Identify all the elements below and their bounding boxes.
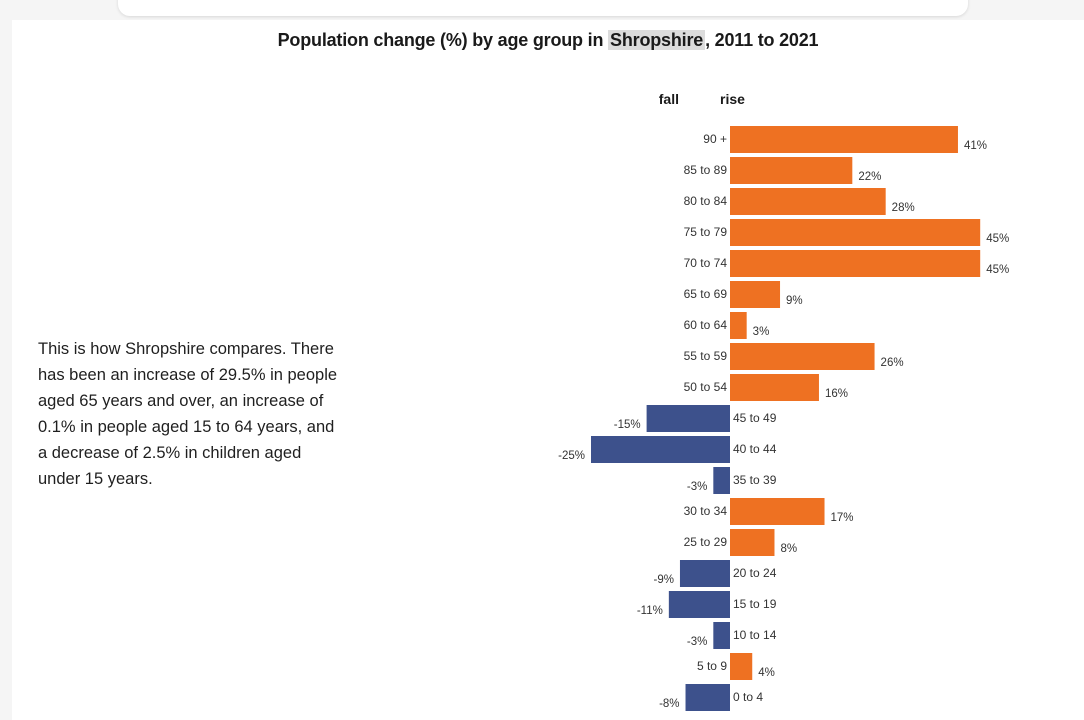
fall-header: fall bbox=[659, 91, 679, 107]
category-label-45-to-49: 45 to 49 bbox=[733, 411, 777, 425]
bar-50-to-54 bbox=[730, 374, 819, 401]
bar-40-to-44 bbox=[591, 436, 730, 463]
population-change-chart: fall rise 90 + 41% 85 to 89 22% 80 to 84 28% 7… bbox=[558, 91, 1009, 711]
rise-header: rise bbox=[720, 91, 745, 107]
bar-20-to-24 bbox=[679, 560, 730, 587]
value-label-60-to-64: 3% bbox=[753, 326, 770, 338]
category-label-60-to-64: 60 to 64 bbox=[684, 318, 728, 332]
category-label-10-to-14: 10 to 14 bbox=[733, 628, 777, 642]
bar-25-to-29 bbox=[730, 529, 775, 556]
chart-panel: Population change (%) by age group in Sh… bbox=[12, 20, 1084, 720]
category-label-85-to-89: 85 to 89 bbox=[684, 163, 728, 177]
chart-title: Population change (%) by age group in Sh… bbox=[12, 30, 1084, 51]
value-label-70-to-74: 45% bbox=[986, 264, 1009, 276]
value-label-0-to-4: -8% bbox=[659, 698, 679, 710]
comparison-description: This is how Shropshire compares. There h… bbox=[38, 340, 338, 488]
category-label-30-to-34: 30 to 34 bbox=[684, 504, 728, 518]
bar-5-to-9 bbox=[730, 653, 753, 680]
category-label-0-to-4: 0 to 4 bbox=[733, 690, 763, 704]
value-label-35-to-39: -3% bbox=[687, 481, 707, 493]
bar-90 bbox=[730, 126, 958, 153]
value-label-15-to-19: -11% bbox=[637, 605, 663, 617]
category-label-5-to-9: 5 to 9 bbox=[697, 659, 727, 673]
category-label-25-to-29: 25 to 29 bbox=[684, 535, 728, 549]
category-label-75-to-79: 75 to 79 bbox=[684, 225, 728, 239]
category-label-50-to-54: 50 to 54 bbox=[684, 380, 728, 394]
value-label-5-to-9: 4% bbox=[758, 667, 775, 679]
category-label-35-to-39: 35 to 39 bbox=[733, 473, 777, 487]
value-label-30-to-34: 17% bbox=[831, 512, 854, 524]
bar-70-to-74 bbox=[730, 250, 981, 277]
chart-title-suffix: , 2011 to 2021 bbox=[705, 30, 819, 50]
category-label-80-to-84: 80 to 84 bbox=[684, 194, 728, 208]
bar-85-to-89 bbox=[730, 157, 853, 184]
value-label-65-to-69: 9% bbox=[786, 295, 803, 307]
category-label-15-to-19: 15 to 19 bbox=[733, 597, 777, 611]
bar-80-to-84 bbox=[730, 188, 886, 215]
value-label-55-to-59: 26% bbox=[881, 357, 904, 369]
category-label-40-to-44: 40 to 44 bbox=[733, 442, 777, 456]
category-label-65-to-69: 65 to 69 bbox=[684, 287, 728, 301]
bar-75-to-79 bbox=[730, 219, 981, 246]
value-label-75-to-79: 45% bbox=[986, 233, 1009, 245]
bar-10-to-14 bbox=[713, 622, 730, 649]
value-label-80-to-84: 28% bbox=[892, 202, 915, 214]
category-label-70-to-74: 70 to 74 bbox=[684, 256, 728, 270]
category-label-55-to-59: 55 to 59 bbox=[684, 349, 728, 363]
bar-30-to-34 bbox=[730, 498, 825, 525]
bar-60-to-64 bbox=[730, 312, 747, 339]
value-label-90: 41% bbox=[964, 140, 987, 152]
value-label-20-to-24: -9% bbox=[654, 574, 674, 586]
value-label-25-to-29: 8% bbox=[780, 543, 797, 555]
bar-15-to-19 bbox=[668, 591, 730, 618]
chart-title-prefix: Population change (%) by age group in bbox=[277, 30, 609, 50]
header-card bbox=[118, 0, 968, 16]
category-label-20-to-24: 20 to 24 bbox=[733, 566, 777, 580]
bar-group: 90 + 41% 85 to 89 22% 80 to 84 28% 75 to 79 45%… bbox=[558, 126, 1009, 711]
bar-0-to-4 bbox=[685, 684, 730, 711]
value-label-10-to-14: -3% bbox=[687, 636, 707, 648]
chart-title-place: Shropshire bbox=[608, 30, 706, 50]
value-label-85-to-89: 22% bbox=[858, 171, 881, 183]
bar-35-to-39 bbox=[713, 467, 730, 494]
bar-45-to-49 bbox=[646, 405, 730, 432]
bar-65-to-69 bbox=[730, 281, 781, 308]
value-label-50-to-54: 16% bbox=[825, 388, 848, 400]
category-label-90: 90 + bbox=[703, 132, 727, 146]
bar-55-to-59 bbox=[730, 343, 875, 370]
value-label-45-to-49: -15% bbox=[614, 419, 641, 431]
value-label-40-to-44: -25% bbox=[558, 450, 585, 462]
